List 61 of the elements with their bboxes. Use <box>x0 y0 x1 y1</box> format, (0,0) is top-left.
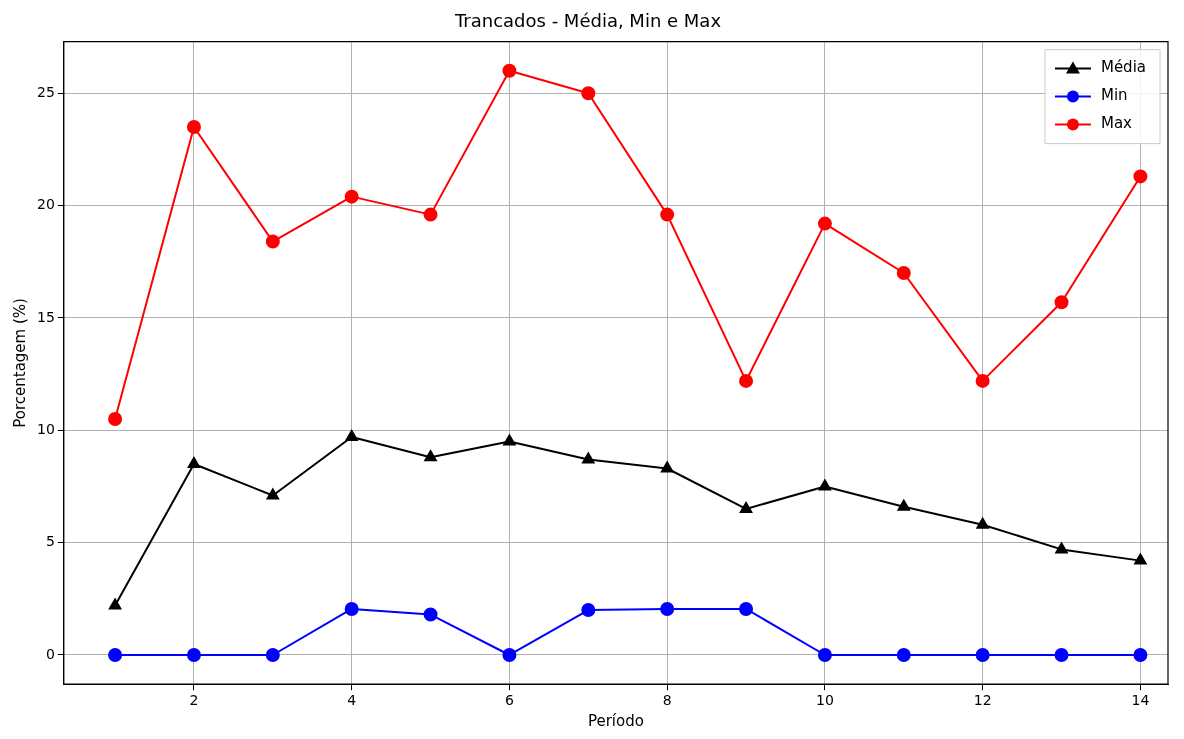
y-tick-label: 5 <box>45 533 55 550</box>
point <box>502 647 517 662</box>
point <box>818 479 832 491</box>
point <box>582 452 595 464</box>
point <box>817 647 832 662</box>
point <box>186 647 201 662</box>
point <box>896 266 911 281</box>
point <box>345 430 358 442</box>
point <box>660 207 675 222</box>
x-tick-label: 2 <box>189 692 199 709</box>
point <box>502 63 517 78</box>
point <box>1054 647 1069 662</box>
point <box>1133 169 1148 184</box>
point <box>739 601 754 616</box>
point <box>660 461 674 473</box>
y-tick-label: 0 <box>45 645 55 662</box>
point <box>186 119 201 134</box>
y-tick-label: 20 <box>36 196 55 213</box>
point <box>1055 542 1068 554</box>
y-tick-label: 15 <box>36 308 55 325</box>
point <box>896 647 911 662</box>
point <box>344 601 359 616</box>
x-tick-label: 4 <box>347 692 357 709</box>
point <box>976 517 989 529</box>
y-tick-label: 25 <box>36 83 55 100</box>
point <box>187 457 201 469</box>
point <box>108 412 123 427</box>
point <box>423 607 438 622</box>
x-tick-label: 10 <box>816 692 834 709</box>
point <box>266 488 280 500</box>
point <box>817 216 832 231</box>
x-axis-title: Período <box>587 711 644 730</box>
point <box>1134 553 1147 565</box>
point <box>108 598 122 610</box>
point <box>265 234 280 249</box>
point <box>108 647 123 662</box>
point <box>975 373 990 388</box>
chart-title: Trancados - Média, Min e Max <box>453 10 722 32</box>
y-tick-label: 10 <box>36 420 55 437</box>
x-tick-label: 6 <box>504 692 514 709</box>
point <box>581 86 596 101</box>
point <box>581 603 596 618</box>
point <box>660 601 675 616</box>
legend-label: Min <box>1100 86 1128 105</box>
point <box>975 647 990 662</box>
point <box>503 434 516 446</box>
point <box>344 189 359 204</box>
legend-label: Média <box>1100 58 1147 77</box>
legend-label: Max <box>1100 114 1133 133</box>
point <box>1133 647 1148 662</box>
point <box>424 450 437 462</box>
x-tick-label: 12 <box>973 692 992 709</box>
point <box>739 501 753 513</box>
point <box>265 647 280 662</box>
x-tick-label: 8 <box>662 692 672 709</box>
point <box>423 207 438 222</box>
y-axis-title: Porcentagem (%) <box>10 298 29 428</box>
point <box>897 499 910 511</box>
point <box>1054 295 1069 310</box>
x-tick-label: 14 <box>1131 692 1150 709</box>
point <box>739 373 754 388</box>
